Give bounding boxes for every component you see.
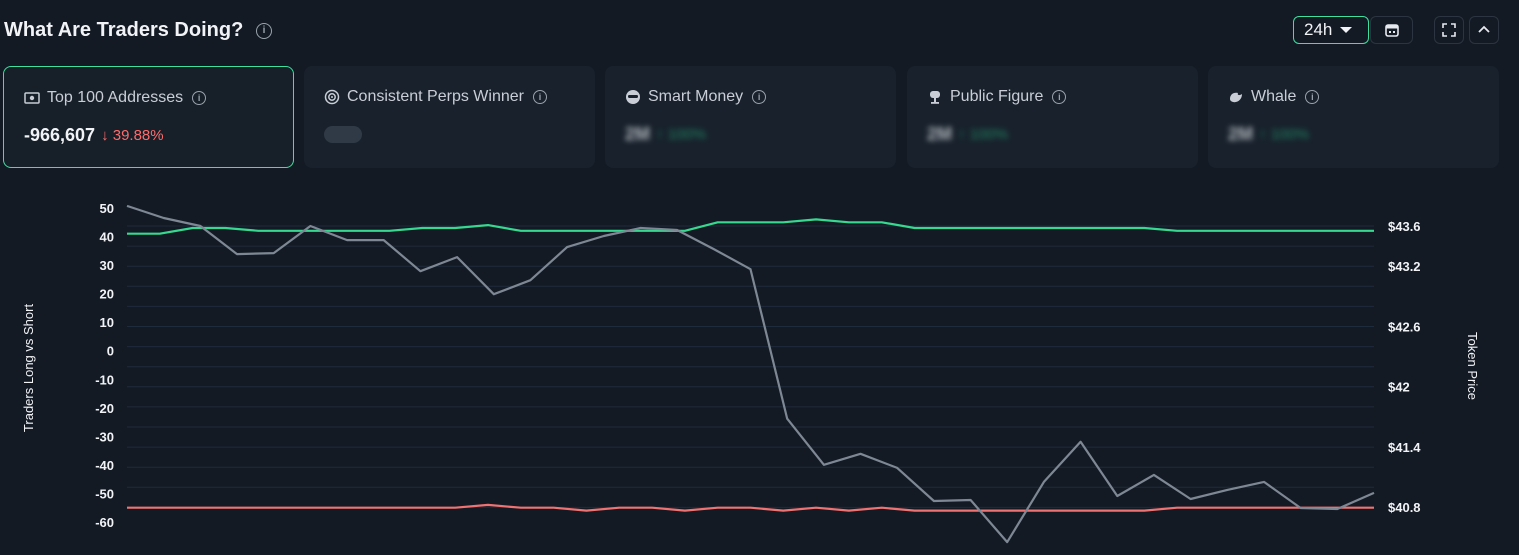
left-tick-label: 10: [100, 315, 114, 330]
card-change: ↑ 100%: [656, 126, 707, 143]
card-value-row: 2M ↑ 100%: [625, 124, 706, 145]
header: What Are Traders Doing? i 24h: [0, 0, 1519, 62]
expand-icon: [1442, 23, 1456, 37]
chevron-up-icon: [1478, 25, 1490, 33]
card-label-row: Whale i: [1228, 88, 1320, 106]
series-line-2: [126, 204, 1375, 544]
card-whale[interactable]: Whale i 2M ↑ 100%: [1208, 66, 1499, 168]
card-label: Smart Money: [648, 88, 744, 105]
info-icon[interactable]: i: [1305, 90, 1320, 104]
left-tick-label: 0: [107, 344, 114, 359]
right-axis-title: Token Price: [1465, 332, 1480, 400]
sunglasses-icon: [626, 90, 640, 104]
card-value: 2M: [927, 124, 953, 144]
left-tick-label: -50: [95, 486, 114, 501]
card-change: ↑ 100%: [958, 126, 1009, 143]
right-tick-label: $42: [1388, 380, 1410, 395]
card-label: Top 100 Addresses: [47, 89, 184, 106]
chart-svg: 50 40 30 20 10 0 -10 -20 -30 -40 -50 -60 $43.6 $43.2…: [21, 201, 1480, 544]
loading-skeleton: [324, 126, 362, 143]
card-value-row: 2M ↑ 100%: [927, 124, 1008, 145]
collapse-button[interactable]: [1469, 16, 1499, 44]
card-consistent-perps-winner[interactable]: Consistent Perps Winner i: [304, 66, 595, 168]
chevron-down-icon: [1340, 27, 1353, 33]
timeframe-value: 24h: [1304, 20, 1333, 39]
card-label: Public Figure: [950, 88, 1044, 105]
right-tick-label: $42.6: [1388, 319, 1421, 334]
card-label-row: Top 100 Addresses i: [24, 89, 207, 107]
card-value-row: 2M ↑ 100%: [1228, 124, 1309, 145]
left-tick-label: -10: [95, 372, 114, 387]
right-tick-label: $40.8: [1388, 500, 1421, 515]
card-label-row: Consistent Perps Winner i: [324, 88, 547, 106]
card-value-row: -966,607 ↓ 39.88%: [24, 125, 164, 146]
card-value: 2M: [1228, 124, 1254, 144]
left-tick-label: 20: [100, 287, 114, 302]
timeframe-dropdown[interactable]: 24h: [1293, 16, 1369, 44]
whale-icon: [1230, 92, 1242, 103]
left-axis-title: Traders Long vs Short: [21, 304, 36, 433]
right-tick-label: $43.2: [1388, 259, 1421, 274]
info-icon[interactable]: i: [256, 23, 272, 39]
card-change-value: 100%: [969, 126, 1009, 143]
card-value: -966,607: [24, 125, 96, 145]
page-title: What Are Traders Doing?: [4, 19, 244, 41]
left-tick-label: 30: [100, 258, 114, 273]
info-icon[interactable]: i: [192, 91, 207, 105]
left-tick-label: 50: [100, 201, 114, 216]
left-tick-label: -40: [95, 458, 114, 473]
left-tick-label: -60: [95, 515, 114, 530]
right-axis: $43.6 $43.2 $42.6 $42 $41.4 $40.8: [1388, 219, 1421, 515]
chart-grid: [127, 225, 1374, 508]
info-icon[interactable]: i: [532, 90, 547, 104]
info-icon[interactable]: i: [752, 90, 767, 104]
right-tick-label: $41.4: [1388, 440, 1421, 455]
chart-series: [126, 204, 1375, 544]
money-icon: [24, 92, 40, 104]
traders-chart: 50 40 30 20 10 0 -10 -20 -30 -40 -50 -60 $43.6 $43.2…: [0, 190, 1519, 550]
card-change: ↑ 100%: [1259, 126, 1310, 143]
series-line-0: [127, 218, 1374, 235]
card-change-value: 39.88%: [112, 127, 164, 144]
card-label: Consistent Perps Winner: [347, 88, 524, 105]
left-tick-label: -20: [95, 401, 114, 416]
card-smart-money[interactable]: Smart Money i 2M ↑ 100%: [605, 66, 896, 168]
left-tick-label: 40: [100, 230, 114, 245]
calendar-icon: [1384, 24, 1399, 37]
card-public-figure[interactable]: Public Figure i 2M ↑ 100%: [907, 66, 1198, 168]
calendar-button[interactable]: [1370, 16, 1413, 44]
card-value: 2M: [625, 124, 651, 144]
right-tick-label: $43.6: [1388, 219, 1421, 234]
card-change-value: 100%: [667, 126, 707, 143]
card-change-value: 100%: [1270, 126, 1310, 143]
card-top-100-addresses[interactable]: Top 100 Addresses i -966,607 ↓ 39.88%: [3, 66, 294, 168]
target-icon: [324, 89, 340, 105]
microphone-icon: [930, 91, 940, 104]
info-icon[interactable]: i: [1052, 90, 1067, 104]
card-label-row: Smart Money i: [625, 88, 767, 106]
card-label: Whale: [1251, 88, 1297, 105]
card-change: ↓ 39.88%: [101, 127, 164, 144]
left-tick-label: -30: [95, 429, 114, 444]
series-line-1: [127, 503, 1374, 512]
card-label-row: Public Figure i: [927, 88, 1067, 106]
fullscreen-button[interactable]: [1434, 16, 1464, 44]
left-axis: 50 40 30 20 10 0 -10 -20 -30 -40 -50 -60: [95, 201, 114, 530]
